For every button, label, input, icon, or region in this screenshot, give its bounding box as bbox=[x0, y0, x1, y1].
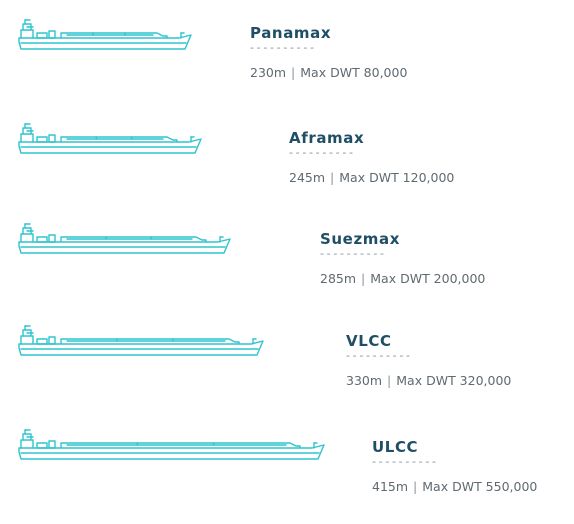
deckhouse bbox=[36, 236, 48, 243]
tanker-ship-icon bbox=[18, 19, 192, 50]
dashed-divider: ---------- bbox=[346, 349, 413, 362]
deckhouse bbox=[36, 136, 48, 143]
cargo-pipe-main bbox=[60, 32, 168, 39]
ship-length: 245m bbox=[289, 170, 326, 185]
deckhouse bbox=[36, 442, 48, 449]
funnel bbox=[48, 134, 56, 143]
ship-max-dwt: Max DWT 120,000 bbox=[339, 170, 455, 185]
ship-info: Suezmax ---------- 285m | Max DWT 200,000 bbox=[320, 230, 485, 286]
ship-length: 285m bbox=[320, 271, 357, 286]
hull-outline bbox=[18, 34, 192, 50]
ship-row-ulcc: ULCC ---------- 415m | Max DWT 550,000 bbox=[0, 420, 574, 524]
spec-separator: | bbox=[330, 170, 335, 185]
cargo-pipe-main bbox=[60, 338, 240, 345]
ship-class-name: Aframax bbox=[289, 129, 365, 147]
funnel bbox=[48, 440, 56, 449]
ship-row-suezmax: Suezmax ---------- 285m | Max DWT 200,000 bbox=[0, 218, 574, 322]
hull-outline bbox=[18, 138, 202, 154]
ship-info: Aframax ---------- 245m | Max DWT 120,000 bbox=[289, 129, 454, 185]
deckhouse bbox=[36, 32, 48, 39]
dashed-divider: ---------- bbox=[250, 41, 317, 54]
funnel bbox=[48, 336, 56, 345]
ship-class-name: ULCC bbox=[372, 438, 419, 456]
spec-separator: | bbox=[291, 65, 296, 80]
dashed-divider: ---------- bbox=[372, 455, 439, 468]
ship-row-aframax: Aframax ---------- 245m | Max DWT 120,000 bbox=[0, 118, 574, 222]
bridge-block bbox=[20, 233, 34, 243]
ship-max-dwt: Max DWT 200,000 bbox=[370, 271, 486, 286]
ship-info: ULCC ---------- 415m | Max DWT 550,000 bbox=[372, 438, 537, 494]
hull-outline bbox=[18, 340, 264, 356]
ship-specs: 415m | Max DWT 550,000 bbox=[372, 479, 537, 494]
ship-row-vlcc: VLCC ---------- 330m | Max DWT 320,000 bbox=[0, 320, 574, 424]
ship-specs: 285m | Max DWT 200,000 bbox=[320, 271, 485, 286]
ship-class-name: Suezmax bbox=[320, 230, 401, 248]
tanker-ship-icon bbox=[18, 223, 231, 254]
ship-max-dwt: Max DWT 320,000 bbox=[396, 373, 512, 388]
funnel bbox=[48, 234, 56, 243]
spec-separator: | bbox=[387, 373, 392, 388]
ship-max-dwt: Max DWT 550,000 bbox=[422, 479, 538, 494]
deckhouse bbox=[36, 338, 48, 345]
cargo-pipe-main bbox=[60, 442, 301, 449]
spec-separator: | bbox=[361, 271, 366, 286]
hull-outline bbox=[18, 238, 231, 254]
bridge-block bbox=[20, 133, 34, 143]
bridge-block bbox=[20, 29, 34, 39]
tanker-ship-icon bbox=[18, 429, 325, 460]
tanker-ship-icon bbox=[18, 123, 202, 154]
ship-max-dwt: Max DWT 80,000 bbox=[300, 65, 408, 80]
funnel bbox=[48, 30, 56, 39]
ship-length: 230m bbox=[250, 65, 287, 80]
cargo-pipe-main bbox=[60, 136, 178, 143]
bridge-block bbox=[20, 335, 34, 345]
cargo-pipe-main bbox=[60, 236, 207, 243]
ship-info: VLCC ---------- 330m | Max DWT 320,000 bbox=[346, 332, 511, 388]
ship-specs: 230m | Max DWT 80,000 bbox=[250, 65, 407, 80]
ship-info: Panamax ---------- 230m | Max DWT 80,000 bbox=[250, 24, 407, 80]
ship-specs: 245m | Max DWT 120,000 bbox=[289, 170, 454, 185]
ship-length: 415m bbox=[372, 479, 409, 494]
ship-length: 330m bbox=[346, 373, 383, 388]
tanker-ship-icon bbox=[18, 325, 264, 356]
ship-specs: 330m | Max DWT 320,000 bbox=[346, 373, 511, 388]
ship-class-name: VLCC bbox=[346, 332, 392, 350]
hull-outline bbox=[18, 444, 325, 460]
ship-row-panamax: Panamax ---------- 230m | Max DWT 80,000 bbox=[0, 16, 574, 120]
ship-class-name: Panamax bbox=[250, 24, 332, 42]
dashed-divider: ---------- bbox=[289, 146, 356, 159]
dashed-divider: ---------- bbox=[320, 247, 387, 260]
bridge-block bbox=[20, 439, 34, 449]
spec-separator: | bbox=[413, 479, 418, 494]
